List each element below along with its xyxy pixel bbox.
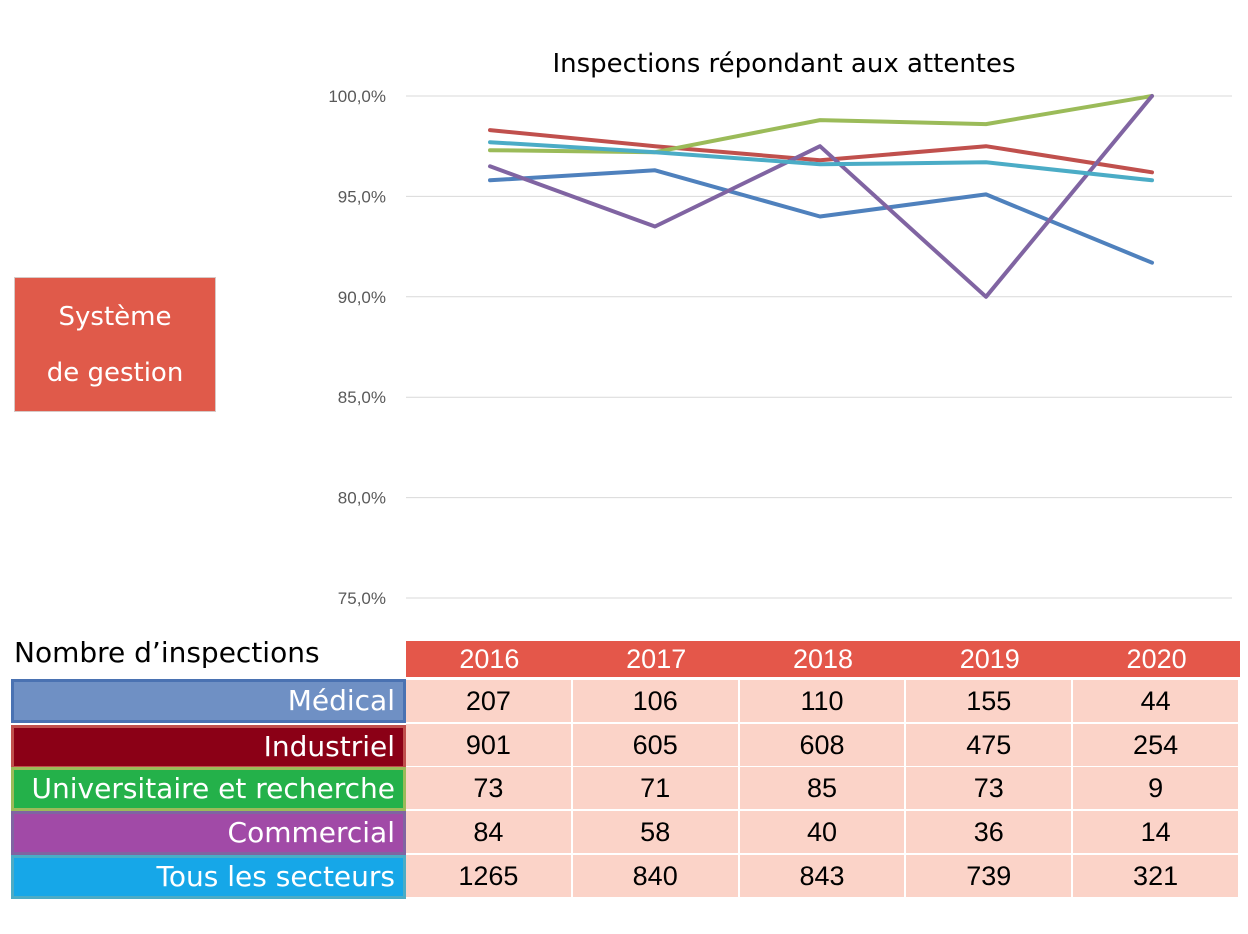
- table-cell: 71: [572, 767, 738, 809]
- table-cell: 605: [572, 724, 738, 766]
- line-chart: Inspections répondant aux attentes 75,0%…: [328, 49, 1232, 608]
- table-cell: 40: [739, 811, 905, 853]
- y-tick-label: 85,0%: [338, 388, 386, 407]
- table-cell: 85: [739, 767, 905, 809]
- row-label-industriel: Industriel: [11, 725, 406, 769]
- system-label-line1: Système: [58, 301, 172, 332]
- y-tick-label: 90,0%: [338, 288, 386, 307]
- year-header-row: 2016 2017 2018 2019 2020: [406, 641, 1240, 677]
- table-cell: 843: [739, 855, 905, 897]
- table-cell: 106: [572, 680, 738, 722]
- table-row: 84 58 40 36 14: [406, 811, 1240, 853]
- series-line-2: [488, 94, 1154, 155]
- table-row: 207 106 110 155 44: [406, 680, 1240, 722]
- year-header: 2016: [459, 644, 520, 674]
- table-cell: 36: [906, 811, 1072, 853]
- table-cell: 739: [906, 855, 1072, 897]
- table-cell: 155: [906, 680, 1072, 722]
- table-cell: 1265: [406, 855, 571, 897]
- y-tick-label: 80,0%: [338, 489, 386, 508]
- table-row: 1265 840 843 739 321: [406, 855, 1240, 897]
- series-line-1: [488, 128, 1154, 175]
- table-cell: 14: [1073, 811, 1238, 853]
- table-cell: 254: [1073, 724, 1238, 766]
- chart-title: Inspections répondant aux attentes: [552, 49, 1015, 79]
- series-lines: [488, 94, 1154, 299]
- table-cell: 475: [906, 724, 1072, 766]
- table-cell: 84: [406, 811, 571, 853]
- series-line-0: [488, 168, 1154, 265]
- table-cell: 73: [406, 767, 571, 809]
- row-label-tous-secteurs: Tous les secteurs confondus: [11, 855, 406, 931]
- year-header: 2017: [626, 644, 687, 674]
- table-cell: 321: [1073, 855, 1238, 897]
- y-tick-label: 75,0%: [338, 589, 386, 608]
- row-label-medical: Médical: [11, 679, 406, 723]
- row-label-universitaire: Universitaire et recherche: [11, 767, 406, 811]
- table-row: 901 605 608 475 254: [406, 724, 1240, 766]
- y-tick-label: 95,0%: [338, 187, 386, 206]
- year-header: 2018: [792, 644, 854, 674]
- table-cell: 44: [1073, 680, 1238, 722]
- year-header: 2020: [1126, 644, 1187, 674]
- table-cell: 840: [572, 855, 738, 897]
- table-cell: 608: [739, 724, 905, 766]
- y-axis-ticks: 75,0% 80,0% 85,0% 90,0% 95,0% 100,0%: [328, 87, 386, 608]
- table-title: Nombre d’inspections: [14, 636, 320, 669]
- table-cell: 58: [572, 811, 738, 853]
- table-cell: 207: [406, 680, 571, 722]
- y-tick-label: 100,0%: [328, 87, 386, 106]
- table-row: 73 71 85 73 9: [406, 767, 1240, 809]
- gridlines: [406, 95, 1232, 599]
- system-label-box: Système de gestion: [14, 277, 216, 412]
- table-cell: 73: [906, 767, 1072, 809]
- table-cell: 110: [739, 680, 905, 722]
- series-line-4: [488, 140, 1154, 183]
- system-label-line2: de gestion: [46, 357, 184, 388]
- series-line-3: [488, 94, 1154, 299]
- row-label-commercial: Commercial: [11, 811, 406, 855]
- table-cell: 901: [406, 724, 571, 766]
- table-cell: 9: [1073, 767, 1238, 809]
- year-header: 2019: [959, 644, 1020, 674]
